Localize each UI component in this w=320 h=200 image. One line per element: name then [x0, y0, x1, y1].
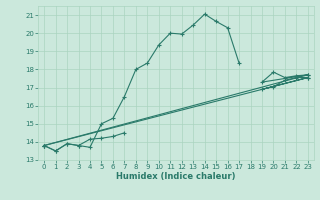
X-axis label: Humidex (Indice chaleur): Humidex (Indice chaleur) — [116, 172, 236, 181]
